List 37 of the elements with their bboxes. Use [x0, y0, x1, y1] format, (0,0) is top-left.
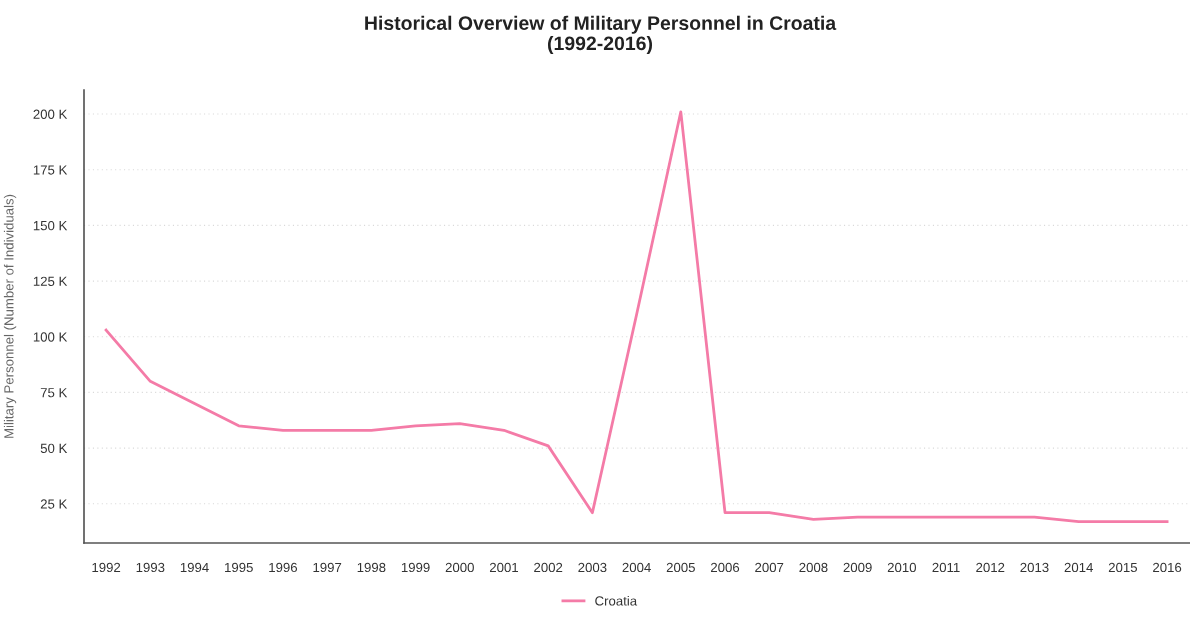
x-tick-label: 1994: [180, 562, 209, 573]
x-tick-label: 1992: [92, 562, 121, 573]
y-tick-label: 200 K: [33, 109, 68, 119]
chart-title: Historical Overview of Military Personnel in Croatia (1992-2016): [365, 15, 837, 55]
x-tick-label: 2014: [1064, 562, 1093, 573]
x-tick-label: 1993: [136, 562, 165, 573]
y-tick-label: 150 K: [33, 220, 68, 231]
x-tick-label: 1998: [357, 562, 386, 573]
x-tick-label: 2007: [755, 562, 784, 573]
x-tick-label: 2013: [1020, 562, 1049, 573]
x-tick-label: 2002: [534, 562, 563, 573]
x-tick-label: 2008: [799, 562, 828, 573]
x-tick-label: 2016: [1153, 562, 1182, 573]
x-tick-label: 2012: [976, 562, 1005, 573]
y-tick-label: 75 K: [40, 388, 68, 398]
y-tick-label: 50 K: [40, 443, 68, 454]
y-axis-title: Military Personnel (Number of Individuals): [3, 194, 17, 438]
x-tick-label: 2009: [843, 562, 872, 573]
x-tick-label: 2015: [1108, 562, 1138, 573]
y-tick-label: 25 K: [40, 499, 68, 509]
x-tick-label: 2003: [578, 562, 607, 573]
x-tick-label: 1996: [269, 562, 298, 573]
x-tick-label: 2005: [666, 562, 695, 573]
x-tick-label: 2006: [711, 562, 740, 573]
x-tick-label: 2001: [489, 562, 519, 573]
y-tick-label: 175 K: [33, 165, 68, 175]
x-tick-label: 2011: [932, 562, 960, 573]
x-tick-label: 1995: [225, 562, 253, 573]
x-tick-label: 2004: [622, 562, 651, 573]
line-series: [104, 110, 1169, 523]
x-tick-label: 1997: [313, 562, 342, 573]
x-tick-label: 1999: [401, 562, 430, 573]
x-tick-label: 2010: [887, 562, 917, 573]
legend-label: Croatia: [595, 595, 638, 606]
y-tick-label: 125 K: [33, 276, 68, 286]
x-tick-label: 2000: [445, 562, 474, 573]
y-tick-label: 100 K: [33, 332, 68, 342]
